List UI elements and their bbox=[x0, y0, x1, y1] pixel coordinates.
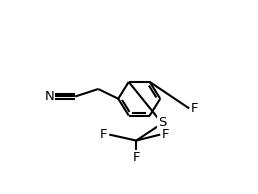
Text: F: F bbox=[100, 128, 108, 141]
Text: F: F bbox=[162, 128, 169, 141]
Text: F: F bbox=[191, 102, 198, 115]
Text: F: F bbox=[132, 151, 140, 164]
Text: N: N bbox=[44, 90, 54, 103]
Text: S: S bbox=[158, 116, 166, 129]
